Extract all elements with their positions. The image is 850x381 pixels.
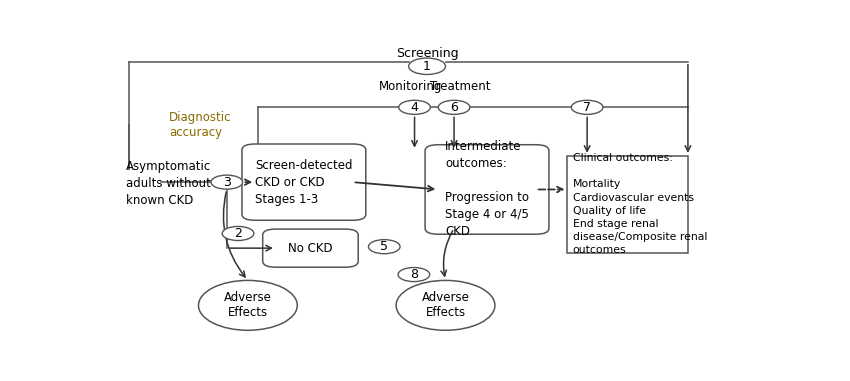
- Circle shape: [211, 175, 242, 189]
- FancyBboxPatch shape: [568, 156, 688, 253]
- Circle shape: [398, 267, 430, 282]
- Circle shape: [222, 226, 254, 240]
- Text: Monitoring: Monitoring: [379, 80, 442, 93]
- FancyBboxPatch shape: [242, 144, 366, 220]
- FancyBboxPatch shape: [263, 229, 358, 267]
- Text: 8: 8: [410, 268, 418, 281]
- Text: Screening: Screening: [396, 46, 458, 59]
- Ellipse shape: [198, 280, 298, 330]
- FancyBboxPatch shape: [425, 145, 549, 234]
- Text: Clinical outcomes:

Mortality
Cardiovascular events
Quality of life
End stage re: Clinical outcomes: Mortality Cardiovascu…: [573, 153, 707, 255]
- Circle shape: [409, 58, 445, 74]
- Text: 6: 6: [450, 101, 458, 114]
- Text: Asymptomatic
adults without
known CKD: Asymptomatic adults without known CKD: [126, 160, 212, 207]
- Text: 2: 2: [234, 227, 242, 240]
- Circle shape: [399, 100, 430, 114]
- Circle shape: [571, 100, 603, 114]
- Circle shape: [368, 240, 400, 254]
- Text: Treatment: Treatment: [430, 80, 491, 93]
- Text: Diagnostic
accuracy: Diagnostic accuracy: [169, 111, 231, 139]
- Text: 3: 3: [223, 176, 230, 189]
- Text: Screen-detected
CKD or CKD
Stages 1-3: Screen-detected CKD or CKD Stages 1-3: [255, 158, 353, 206]
- Text: Adverse
Effects: Adverse Effects: [224, 291, 272, 319]
- Text: No CKD: No CKD: [288, 242, 332, 255]
- Text: Intermediate
outcomes:

Progression to
Stage 4 or 4/5
CKD: Intermediate outcomes: Progression to St…: [445, 141, 529, 239]
- Text: 5: 5: [380, 240, 388, 253]
- Ellipse shape: [396, 280, 495, 330]
- Circle shape: [439, 100, 470, 114]
- Text: 1: 1: [423, 60, 431, 73]
- Text: 4: 4: [411, 101, 418, 114]
- Text: Adverse
Effects: Adverse Effects: [422, 291, 469, 319]
- Text: 7: 7: [583, 101, 591, 114]
